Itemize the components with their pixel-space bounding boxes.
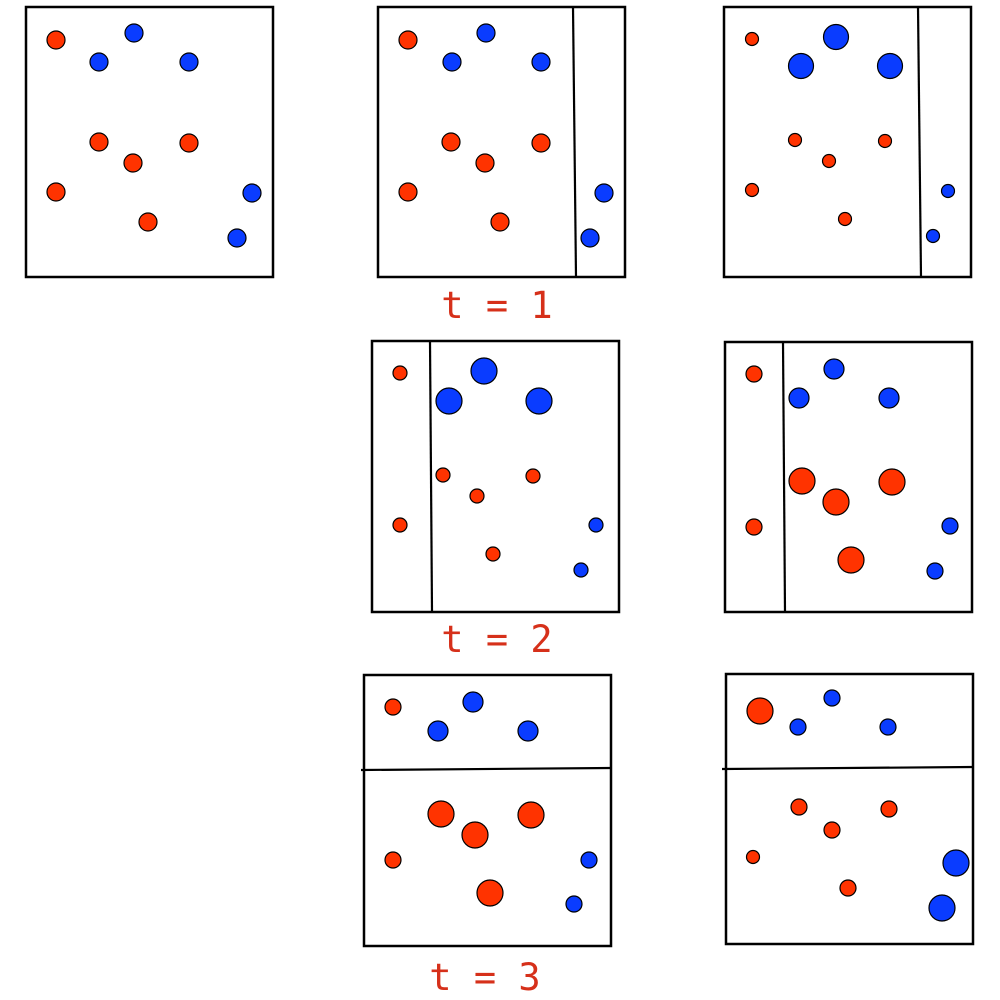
blue-dot — [427, 720, 449, 742]
blue-dot — [940, 183, 956, 199]
red-dot — [878, 468, 906, 496]
blue-dot — [787, 52, 815, 80]
blue-dot — [928, 894, 956, 922]
red-dot — [469, 488, 485, 504]
blue-dot — [789, 718, 807, 736]
red-dot — [138, 212, 158, 232]
blue-dot — [227, 228, 247, 248]
panel-t3-reweighted — [721, 672, 975, 946]
blue-dot — [926, 562, 944, 580]
red-dot — [837, 546, 865, 574]
red-dot — [475, 153, 495, 173]
blue-dot — [878, 387, 900, 409]
decision-boundary — [781, 341, 787, 613]
red-dot — [877, 133, 893, 149]
blue-dot — [580, 228, 600, 248]
decision-boundary — [916, 6, 923, 278]
blue-dot — [822, 23, 850, 51]
red-dot — [384, 698, 402, 716]
red-dot — [787, 132, 803, 148]
red-dot — [745, 849, 761, 865]
red-dot — [746, 697, 774, 725]
blue-dot — [517, 720, 539, 742]
blue-dot — [531, 52, 551, 72]
blue-dot — [941, 517, 959, 535]
panel-initial — [24, 5, 275, 279]
step-label-t2: t = 2 — [441, 618, 552, 661]
blue-dot — [124, 23, 144, 43]
red-dot — [839, 879, 857, 897]
red-dot — [461, 821, 489, 849]
step-label-t3: t = 3 — [429, 956, 540, 999]
decision-boundary — [428, 340, 434, 613]
panel-t2-reweighted — [723, 340, 974, 614]
panel-t1-reweighted — [722, 5, 973, 279]
blue-dot — [242, 183, 262, 203]
red-dot — [46, 182, 66, 202]
blue-dot — [925, 228, 941, 244]
red-dot — [427, 800, 455, 828]
red-dot — [821, 153, 837, 169]
panel-t3-split — [360, 673, 613, 948]
blue-dot — [476, 23, 496, 43]
red-dot — [123, 153, 143, 173]
blue-dot — [462, 691, 484, 713]
red-dot — [490, 212, 510, 232]
blue-dot — [588, 517, 604, 533]
blue-dot — [573, 562, 589, 578]
blue-dot — [435, 387, 463, 415]
red-dot — [823, 821, 841, 839]
blue-dot — [179, 52, 199, 72]
red-dot — [790, 798, 808, 816]
red-dot — [384, 851, 402, 869]
blue-dot — [594, 183, 614, 203]
red-dot — [476, 879, 504, 907]
decision-boundary — [571, 6, 578, 278]
blue-dot — [470, 357, 498, 385]
red-dot — [745, 365, 763, 383]
red-dot — [837, 211, 853, 227]
red-dot — [525, 468, 541, 484]
red-dot — [485, 546, 501, 562]
blue-dot — [942, 849, 970, 877]
blue-dot — [89, 52, 109, 72]
step-label-t1: t = 1 — [441, 284, 552, 327]
red-dot — [531, 133, 551, 153]
panel-t1-split — [376, 5, 627, 279]
red-dot — [788, 467, 816, 495]
red-dot — [744, 182, 760, 198]
blue-dot — [442, 52, 462, 72]
blue-dot — [565, 895, 583, 913]
blue-dot — [580, 851, 598, 869]
decision-boundary — [360, 766, 612, 772]
red-dot — [398, 182, 418, 202]
red-dot — [179, 133, 199, 153]
red-dot — [745, 518, 763, 536]
red-dot — [880, 800, 898, 818]
decision-boundary — [721, 765, 974, 771]
red-dot — [398, 30, 418, 50]
blue-dot — [823, 358, 845, 380]
red-dot — [441, 132, 461, 152]
red-dot — [744, 31, 760, 47]
blue-dot — [879, 718, 897, 736]
red-dot — [517, 801, 545, 829]
red-dot — [822, 488, 850, 516]
red-dot — [392, 517, 408, 533]
red-dot — [46, 30, 66, 50]
blue-dot — [823, 689, 841, 707]
blue-dot — [788, 387, 810, 409]
red-dot — [435, 467, 451, 483]
red-dot — [392, 365, 408, 381]
red-dot — [89, 132, 109, 152]
blue-dot — [876, 52, 904, 80]
blue-dot — [525, 387, 553, 415]
panel-t2-split — [370, 339, 621, 614]
